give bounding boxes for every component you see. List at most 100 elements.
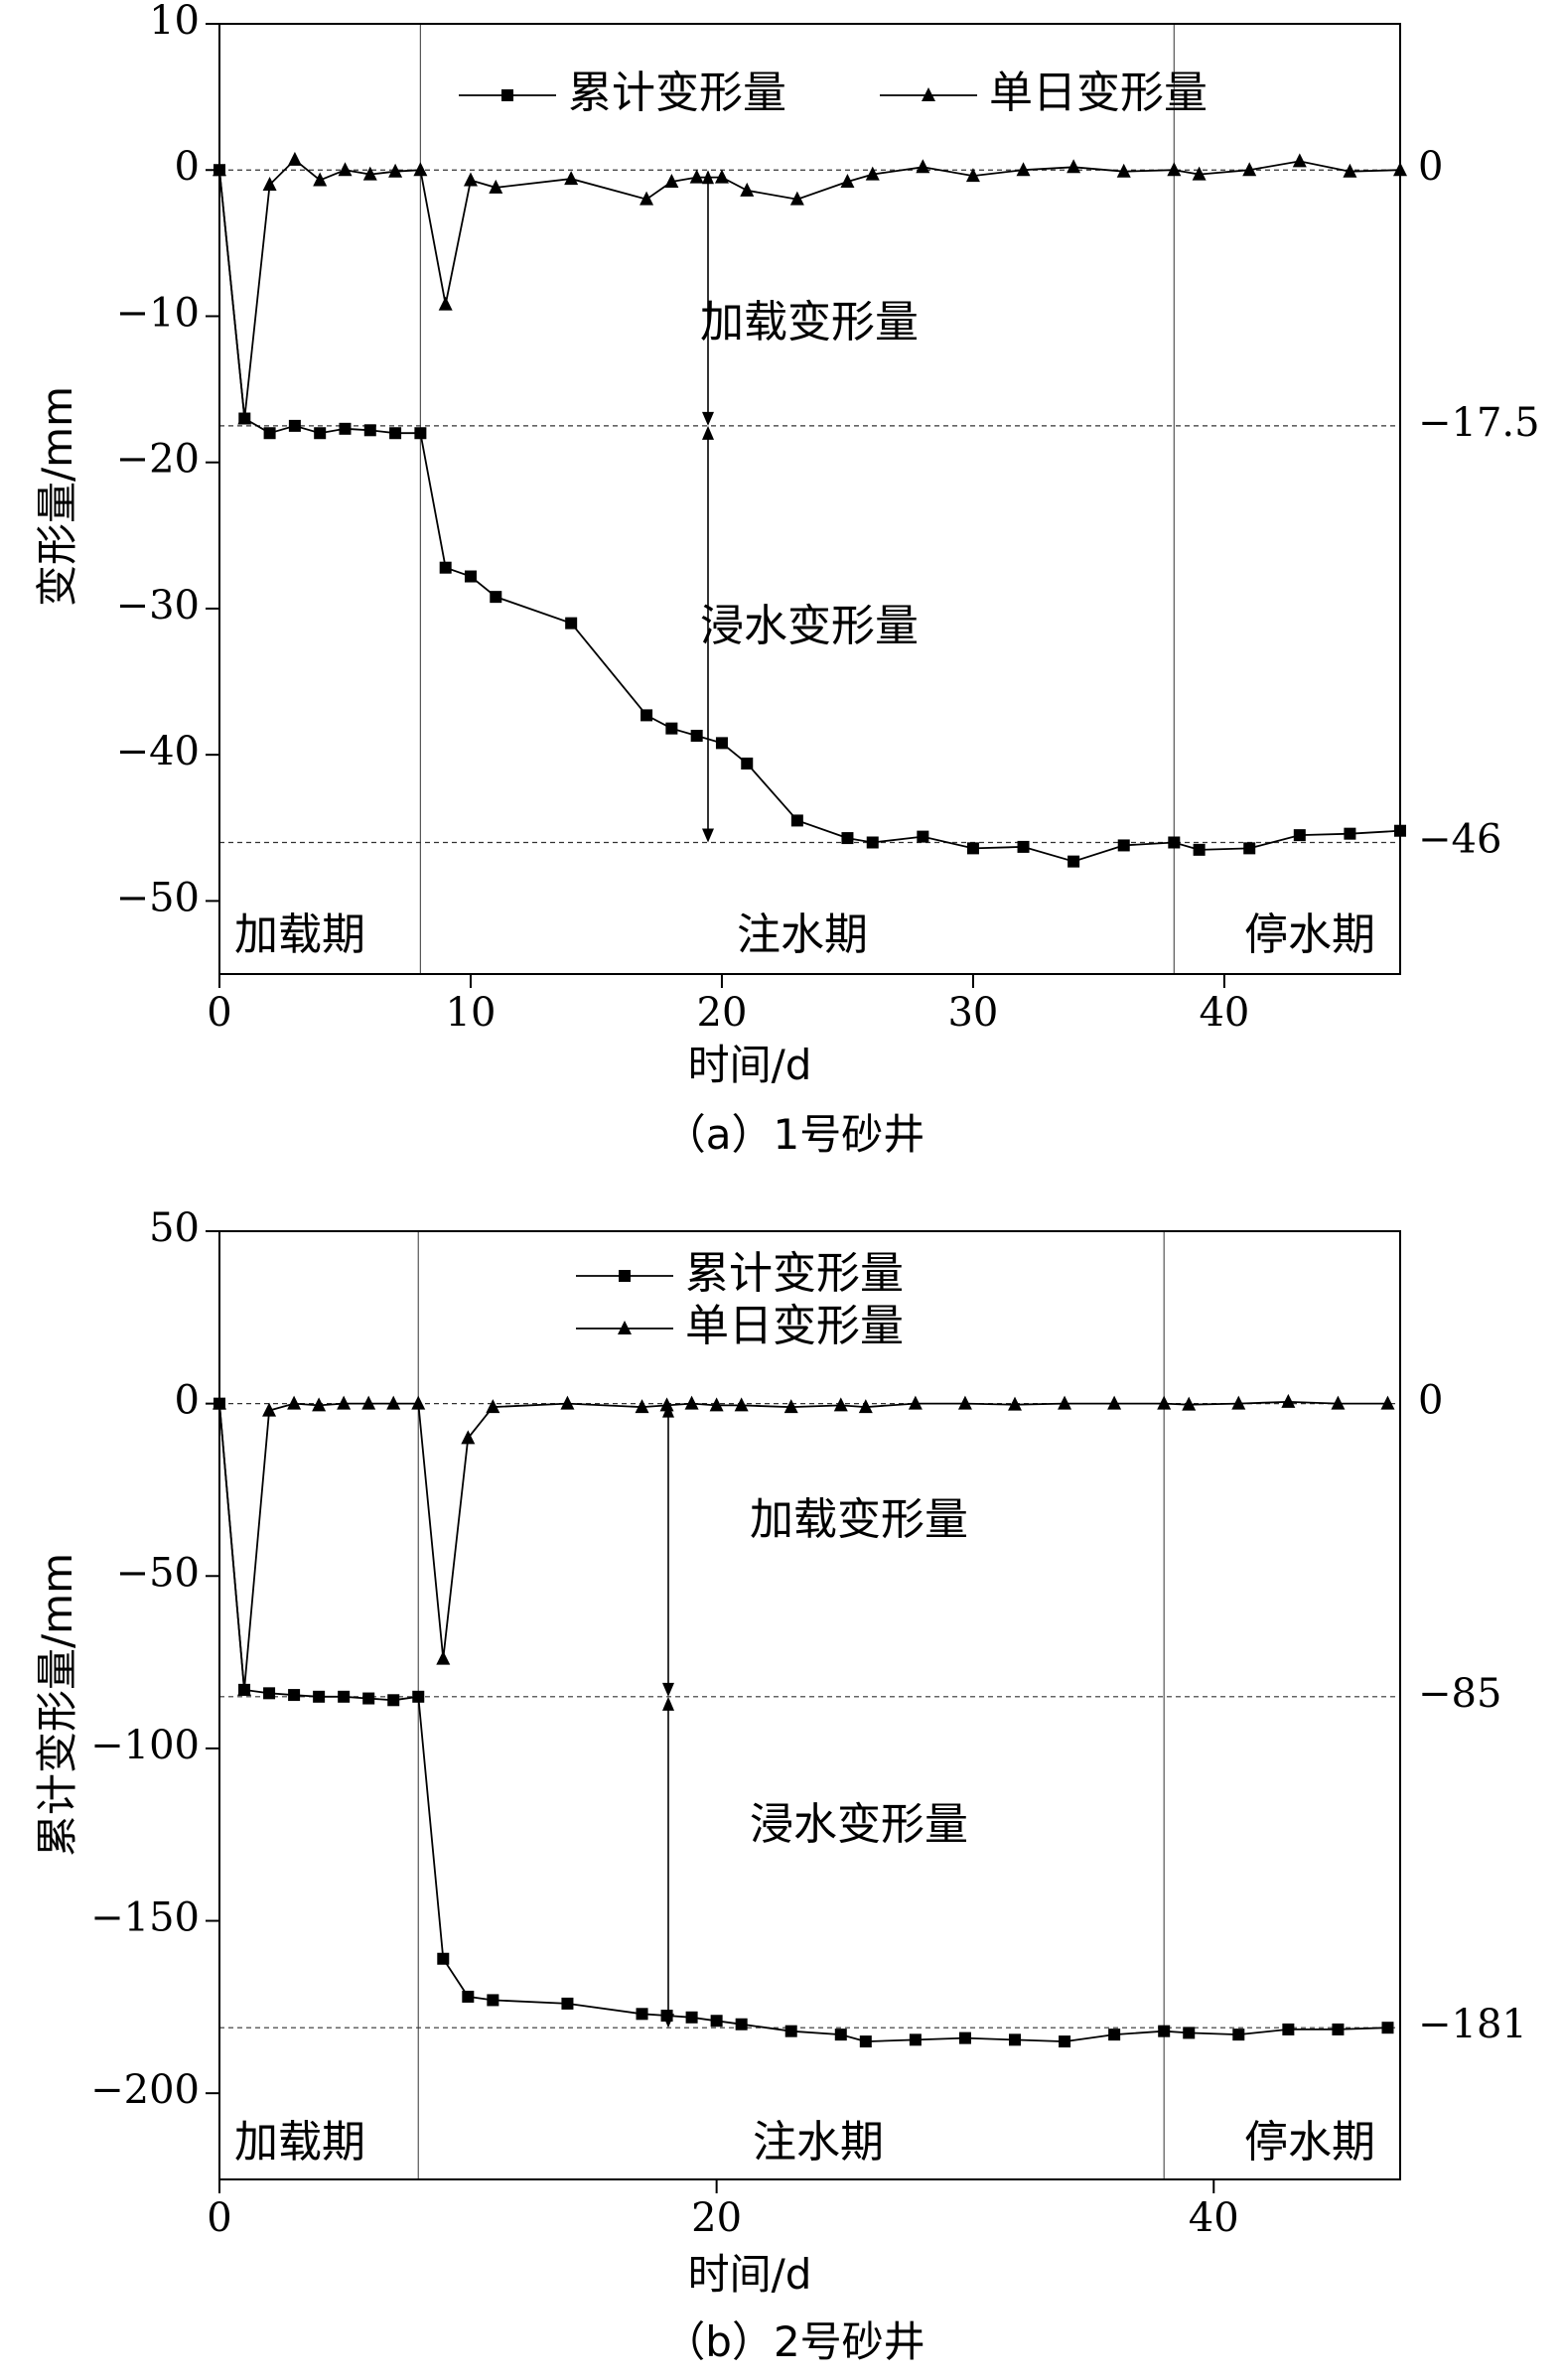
data-point-triangle (438, 296, 453, 311)
period-label: 加载期 (234, 2117, 365, 2168)
data-point-triangle (709, 1397, 724, 1412)
y-axis-label: 累计变形量/mm (33, 1553, 81, 1857)
data-point-triangle (313, 172, 328, 187)
data-point-square (288, 419, 301, 432)
legend-marker (618, 1321, 632, 1334)
legend-item: 单日变形量 (576, 1301, 904, 1351)
data-point-triangle (908, 1395, 923, 1410)
x-tick-label: 40 (1199, 990, 1249, 1036)
data-point-square (565, 617, 578, 630)
data-point-square (437, 1952, 450, 1965)
data-point-triangle (312, 1397, 327, 1412)
legend-label: 单日变形量 (989, 68, 1208, 118)
data-point-triangle (689, 169, 704, 184)
legend-marker (501, 89, 513, 101)
y-tick-label: −30 (116, 583, 200, 629)
data-point-square (1381, 2022, 1394, 2034)
data-point-square (1017, 840, 1030, 853)
soaking-deformation-annotation: 浸水变形量 (700, 601, 919, 651)
legend-label: 累计变形量 (685, 1248, 904, 1299)
data-point-triangle (361, 1395, 376, 1410)
y-tick-label: −50 (116, 875, 200, 920)
data-point-triangle (1380, 1395, 1395, 1410)
loading-arrow-head-down (662, 1682, 674, 1697)
data-point-triangle (714, 169, 729, 184)
data-point-triangle (789, 191, 804, 206)
data-point-triangle (560, 1395, 575, 1410)
loading-deformation-annotation: 加载变形量 (700, 297, 919, 348)
data-point-square (966, 842, 979, 855)
reference-value-label: 0 (1418, 1378, 1443, 1424)
data-point-square (412, 1690, 425, 1703)
data-point-triangle (840, 174, 855, 189)
data-point-square (1158, 2025, 1171, 2037)
x-tick-label: 20 (697, 990, 748, 1036)
data-point-square (464, 570, 477, 583)
x-tick-label: 40 (1189, 2195, 1239, 2241)
data-point-square (1243, 842, 1256, 855)
chart-panel-b: 50 0 −50 −100 −150 −200 0 20 40 0 −85 −181 时间/d 累计变形量… (33, 1205, 1527, 2366)
data-point-triangle (1008, 1396, 1023, 1411)
data-point-triangle (237, 410, 252, 425)
data-point-triangle (916, 159, 930, 174)
data-point-triangle (1107, 1395, 1122, 1410)
data-point-square (735, 2018, 748, 2030)
x-tick-label: 0 (207, 2195, 231, 2241)
data-point-square (1282, 2023, 1295, 2035)
reference-value-label: 0 (1418, 144, 1443, 190)
y-tick-label: −100 (90, 1723, 200, 1768)
data-point-triangle (1192, 166, 1207, 181)
period-label: 注水期 (753, 2117, 884, 2168)
soaking-deformation-annotation: 浸水变形量 (750, 1799, 968, 1850)
data-point-triangle (388, 163, 403, 178)
data-point-triangle (865, 166, 880, 181)
x-tick-label: 10 (446, 990, 497, 1036)
data-point-triangle (262, 1402, 277, 1417)
series-daily (213, 1393, 1395, 1696)
series-line (218, 158, 1401, 419)
y-tick-label: 50 (149, 1205, 200, 1251)
loading-arrow-head-down (702, 411, 714, 426)
y-tick-label: −10 (116, 290, 200, 336)
data-point-square (462, 1990, 475, 2003)
data-point-triangle (213, 162, 226, 177)
x-axis-label: 时间/d (688, 2250, 812, 2299)
data-point-square (715, 737, 728, 750)
data-point-square (414, 427, 427, 440)
data-point-triangle (338, 162, 353, 177)
data-point-triangle (213, 1395, 226, 1410)
soaking-arrow-head-up (662, 1696, 674, 1711)
legend-item: 累计变形量 (576, 1248, 904, 1299)
data-point-square (866, 836, 879, 849)
data-point-square (313, 1690, 326, 1703)
legend-label: 单日变形量 (685, 1301, 904, 1351)
data-point-triangle (1058, 1395, 1072, 1410)
data-point-square (387, 1694, 400, 1707)
data-point-square (834, 2029, 847, 2041)
data-point-square (1117, 839, 1130, 852)
data-point-square (784, 2025, 797, 2037)
data-point-square (841, 832, 854, 845)
reference-value-label: −46 (1418, 816, 1501, 862)
data-point-square (1059, 2035, 1071, 2048)
y-tick-label: 0 (175, 1378, 200, 1424)
data-point-triangle (413, 162, 428, 177)
data-point-triangle (262, 176, 277, 191)
data-point-triangle (664, 174, 679, 189)
data-point-triangle (436, 1650, 451, 1665)
data-point-square (958, 2031, 971, 2044)
data-point-triangle (463, 172, 478, 187)
data-point-square (439, 561, 452, 574)
reference-value-label: −17.5 (1418, 400, 1540, 446)
data-point-square (490, 591, 502, 604)
data-point-square (363, 424, 376, 437)
data-point-triangle (1231, 1395, 1246, 1410)
data-point-triangle (1393, 162, 1407, 177)
legend-item: 累计变形量 (459, 68, 786, 118)
data-point-square (314, 427, 327, 440)
data-point-triangle (965, 168, 980, 183)
legend-marker (619, 1270, 631, 1282)
data-point-triangle (386, 1395, 401, 1410)
period-label: 停水期 (1244, 910, 1375, 960)
data-point-square (636, 2008, 648, 2021)
